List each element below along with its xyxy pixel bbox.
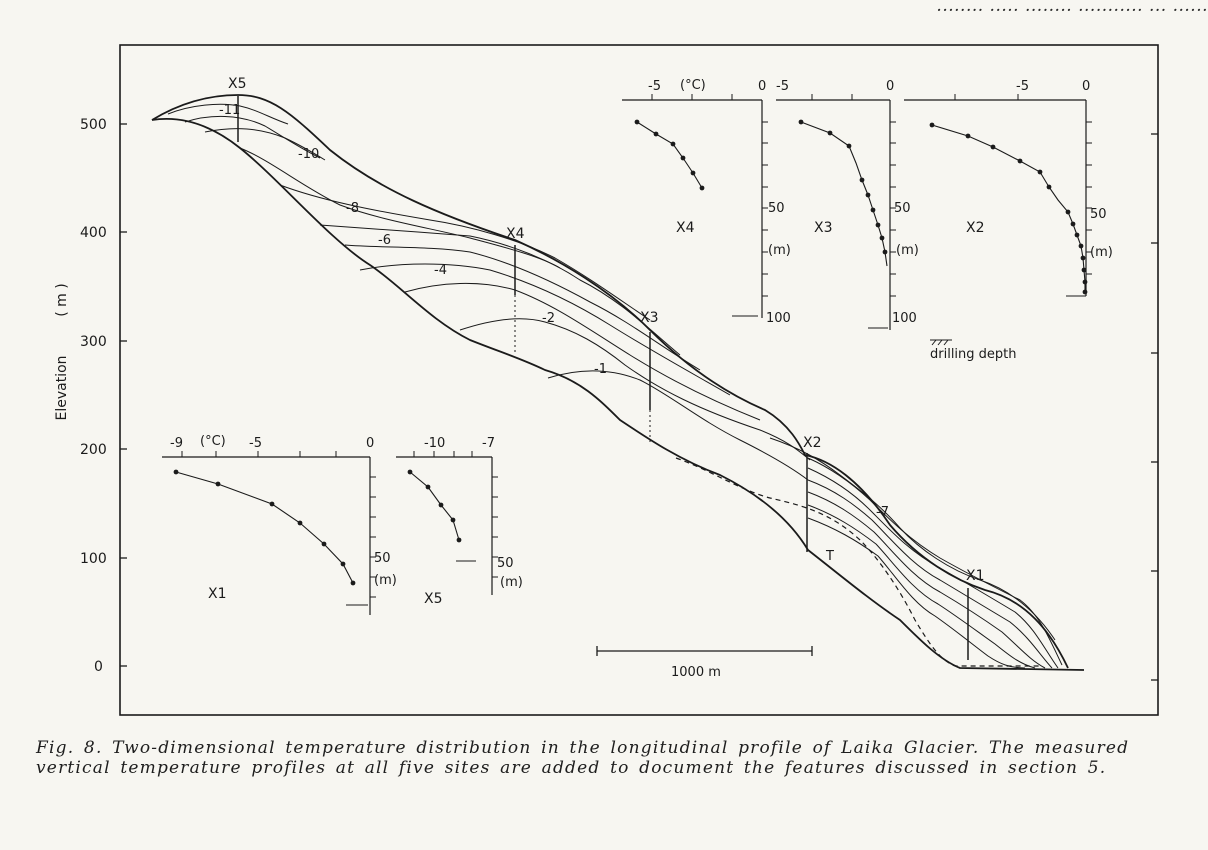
inset-x3-tick: -5 (776, 79, 789, 94)
y-axis-label: Elevation (54, 355, 70, 420)
inset-x4-tick: -5 (648, 79, 661, 94)
inset-x5: -10 -7 50 (m) X5 (396, 436, 523, 607)
site-label-x1: X1 (966, 568, 985, 584)
inset-x3-tick: 0 (886, 79, 894, 94)
y-axis-unit: ( m ) (54, 283, 70, 316)
page-header-fragment: ........ ..... ........ ........... ... … (936, 0, 1208, 16)
inset-x4-depth-unit: (m) (768, 243, 791, 258)
glacier-outline (151, 94, 1085, 671)
inset-x1-tick: -9 (170, 436, 183, 451)
inset-x2-depth-unit: (m) (1090, 245, 1113, 260)
site-label-x4: X4 (506, 226, 525, 242)
figure-frame (119, 44, 1159, 716)
inset-x1: -9 (°C) -5 0 50 (m) X1 (162, 434, 397, 615)
inset-x3-depth-unit: (m) (896, 243, 919, 258)
inset-x2-label: X2 (966, 220, 985, 236)
inset-x2-depth: 50 (1090, 207, 1107, 222)
drilling-depth-symbol (930, 339, 952, 346)
inset-x4-depth: 50 (768, 201, 785, 216)
inset-x1-depth-unit: (m) (374, 573, 397, 588)
inset-x2-tick: -5 (1016, 79, 1029, 94)
inset-x4: -5 (°C) 0 50 (m) 100 X4 (622, 78, 791, 326)
isotherm-label: -11 (219, 103, 240, 118)
isotherm-label: T (825, 549, 834, 564)
site-label-x3: X3 (640, 310, 659, 326)
isotherm-label: -4 (434, 263, 447, 278)
inset-x4-label: X4 (676, 220, 695, 236)
y-tick-500: 500 (80, 117, 107, 133)
inset-x1-tick: -5 (249, 436, 262, 451)
inset-x5-depth-unit: (m) (500, 575, 523, 590)
borehole-extensions (514, 295, 651, 442)
inset-x5-depth: 50 (497, 556, 514, 571)
y-axis-ticks (120, 123, 1158, 681)
inset-x1-unit: (°C) (200, 434, 226, 449)
y-tick-0: 0 (94, 659, 103, 675)
inset-x3-depth: 50 (894, 201, 911, 216)
drilling-depth-label: drilling depth (930, 347, 1017, 362)
borehole-lines (237, 96, 969, 660)
inset-x1-depth: 50 (374, 551, 391, 566)
site-label-x5: X5 (228, 76, 247, 92)
inset-x4-unit: (°C) (680, 78, 706, 93)
inset-x4-depth: 100 (766, 311, 791, 326)
temperate-boundary-line (675, 457, 1040, 667)
y-tick-200: 200 (80, 442, 107, 458)
isotherm-label: -8 (346, 201, 359, 216)
y-tick-100: 100 (80, 551, 107, 567)
inset-x3: -5 0 50 (m) 100 X3 (776, 79, 919, 330)
scale-bar-label: 1000 m (671, 665, 721, 680)
site-label-x2: X2 (803, 435, 822, 451)
scale-bar (596, 646, 813, 656)
isotherm-label: -6 (378, 233, 391, 248)
inset-x4-tick: 0 (758, 79, 766, 94)
inset-x1-tick: 0 (366, 436, 374, 451)
inset-x2: -5 0 50 (m) X2 (904, 79, 1113, 297)
inset-x5-label: X5 (424, 591, 443, 607)
inset-x5-tick: -10 (424, 436, 445, 451)
isotherm-label: -2 (542, 311, 555, 326)
isotherm-label: -10 (298, 147, 319, 162)
inset-x2-tick: 0 (1082, 79, 1090, 94)
figure-caption: Fig. 8. Two-dimensional temperature dist… (36, 738, 1130, 778)
y-tick-400: 400 (80, 225, 107, 241)
y-tick-300: 300 (80, 334, 107, 350)
inset-x5-tick: -7 (482, 436, 495, 451)
inset-x1-label: X1 (208, 586, 227, 602)
isotherm-lines (167, 103, 1063, 669)
glacier-temperature-figure: 500 400 300 200 100 0 Elevation ( m ) (54, 44, 1159, 716)
inset-x3-label: X3 (814, 220, 833, 236)
inset-x3-depth: 100 (892, 311, 917, 326)
isotherm-label: -7 (876, 505, 889, 520)
isotherm-label: -1 (594, 362, 607, 377)
